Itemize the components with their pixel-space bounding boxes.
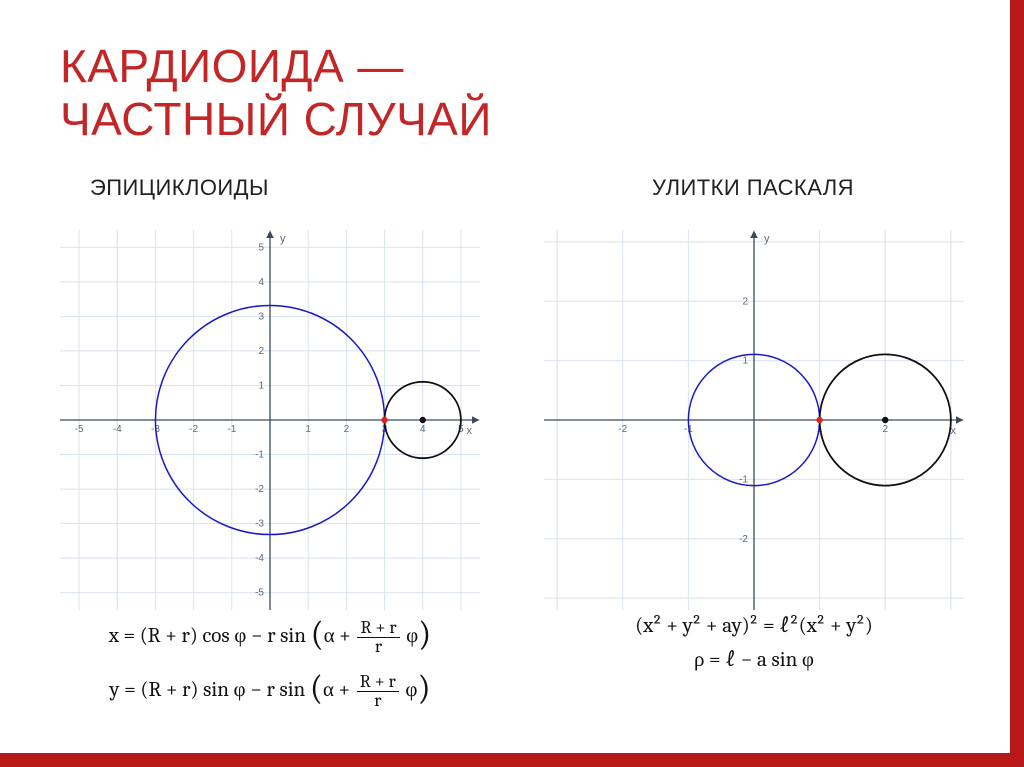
svg-text:2: 2	[882, 424, 888, 435]
svg-text:4: 4	[258, 277, 264, 288]
svg-text:-1: -1	[255, 450, 264, 461]
svg-text:x: x	[467, 425, 473, 437]
accent-bar-right	[1010, 0, 1024, 767]
svg-text:-4: -4	[255, 553, 264, 564]
formula-text: φ	[402, 624, 419, 648]
svg-text:2: 2	[344, 424, 350, 435]
formula-text: x = (R + r) cos φ − r sin	[109, 624, 306, 648]
svg-text:5: 5	[258, 242, 264, 253]
svg-text:y: y	[764, 233, 770, 245]
epicycloid-formula-y: y = (R + r) sin φ − r sin (α + R + r r φ…	[109, 664, 430, 718]
svg-text:4: 4	[420, 424, 426, 435]
epicycloid-formula-x: x = (R + r) cos φ − r sin (α + R + r r φ…	[109, 610, 432, 664]
svg-text:-5: -5	[75, 424, 84, 435]
fraction-denominator: r	[357, 638, 399, 656]
paren-close-icon: )	[418, 661, 431, 715]
fraction-icon: R + r r	[357, 619, 399, 656]
epicycloid-plot: -5-4-3-2-112345-5-4-3-2-112345xy	[60, 230, 480, 610]
svg-text:-2: -2	[255, 484, 264, 495]
subtitle-row: ЭПИЦИКЛОИДЫ УЛИТКИ ПАСКАЛЯ	[90, 175, 934, 201]
paren-open-icon: (	[311, 607, 324, 661]
paren-close-icon: )	[418, 607, 431, 661]
svg-text:2: 2	[258, 346, 264, 357]
slide: КАРДИОИДА — ЧАСТНЫЙ СЛУЧАЙ ЭПИЦИКЛОИДЫ У…	[0, 0, 1024, 767]
fraction-numerator: R + r	[357, 619, 399, 638]
fraction-denominator: r	[357, 692, 399, 710]
svg-text:1: 1	[305, 424, 311, 435]
svg-text:1: 1	[742, 356, 748, 367]
formula-text: φ	[401, 679, 418, 703]
svg-text:1: 1	[258, 380, 264, 391]
svg-text:2: 2	[742, 296, 748, 307]
limacon-formula-polar: ρ = ℓ − a sin φ	[694, 644, 814, 678]
svg-text:-2: -2	[739, 534, 748, 545]
plot-row: -5-4-3-2-112345-5-4-3-2-112345xy x = (R …	[60, 230, 964, 719]
left-column: -5-4-3-2-112345-5-4-3-2-112345xy x = (R …	[60, 230, 480, 719]
svg-text:3: 3	[258, 311, 264, 322]
svg-text:-2: -2	[189, 424, 198, 435]
slide-title: КАРДИОИДА — ЧАСТНЫЙ СЛУЧАЙ	[60, 40, 944, 146]
limacon-plot: -2-112-2-112xy	[544, 230, 964, 610]
subtitle-epicycloid: ЭПИЦИКЛОИДЫ	[90, 175, 269, 201]
svg-text:-4: -4	[113, 424, 122, 435]
right-column: -2-112-2-112xy (x² + y² + ay)² = ℓ²(x² +…	[544, 230, 964, 677]
svg-text:-1: -1	[227, 424, 236, 435]
svg-text:-3: -3	[255, 519, 264, 530]
subtitle-limacon: УЛИТКИ ПАСКАЛЯ	[652, 175, 854, 201]
limacon-formula-cartesian: (x² + y² + ay)² = ℓ²(x² + y²)	[635, 610, 873, 644]
accent-bar-bottom	[0, 753, 1024, 767]
svg-text:-2: -2	[618, 424, 627, 435]
paren-open-icon: (	[310, 661, 323, 715]
formula-text: y = (R + r) sin φ − r sin	[109, 679, 305, 703]
fraction-icon: R + r r	[357, 673, 399, 710]
svg-text:-5: -5	[255, 588, 264, 599]
formula-text: α +	[323, 679, 350, 703]
formula-text: α +	[324, 624, 351, 648]
svg-text:y: y	[280, 233, 286, 245]
